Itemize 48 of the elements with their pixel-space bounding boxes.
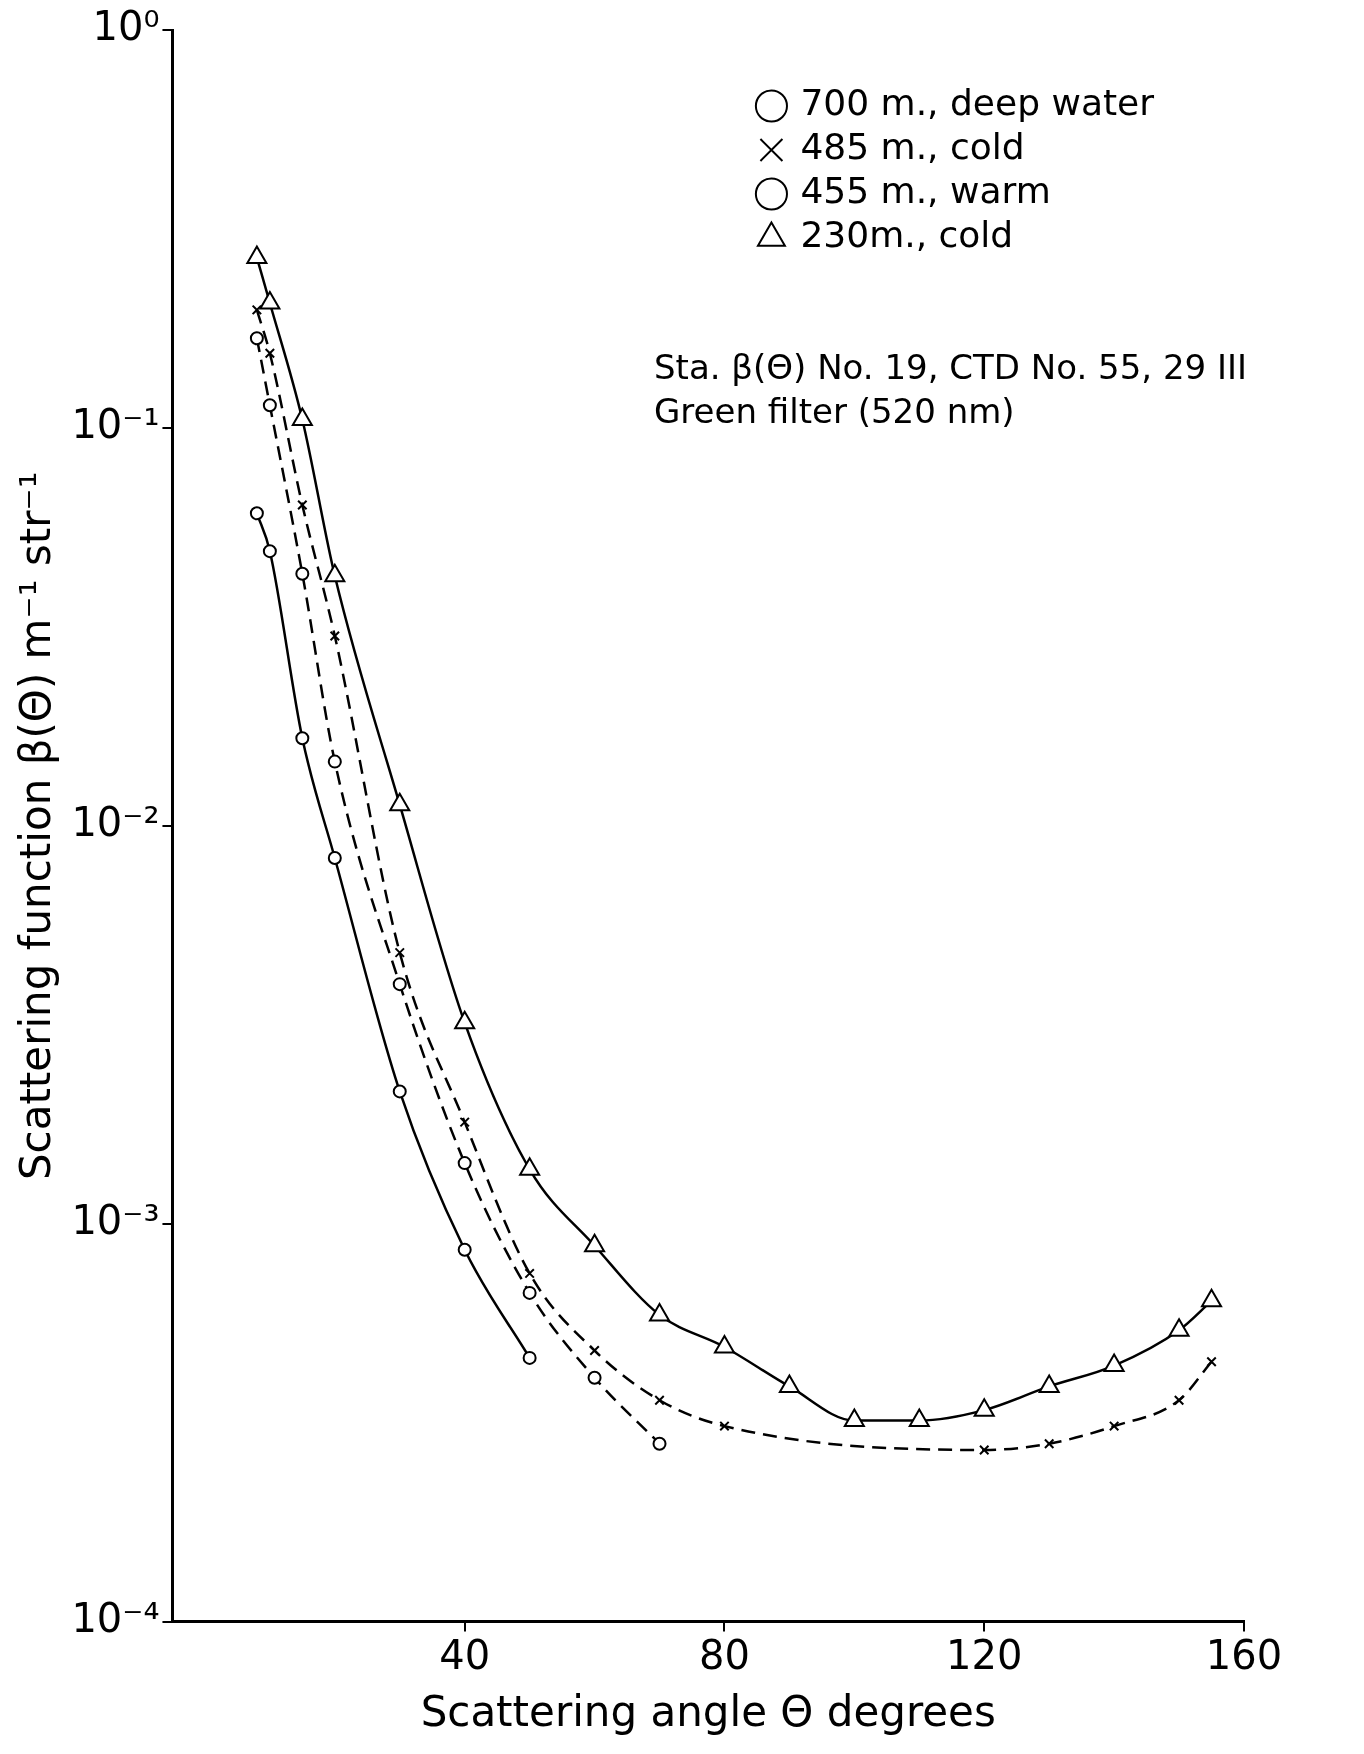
point: [978, 1444, 990, 1456]
point: [719, 1420, 730, 1432]
point: [262, 544, 277, 559]
point: [457, 1242, 472, 1257]
point: [251, 304, 263, 316]
point: [327, 754, 342, 769]
point: [524, 1268, 535, 1279]
point: [249, 506, 264, 521]
y-tick-label: 10⁻¹: [71, 401, 160, 448]
point: [392, 977, 407, 992]
x-tick-label: 80: [699, 1631, 750, 1678]
legend-label: 455 m., warm: [800, 170, 1051, 212]
legend-label: 230m., cold: [800, 214, 1014, 256]
point: [262, 398, 277, 413]
point: [522, 1285, 537, 1300]
point: [329, 630, 341, 642]
y-tick-label: 10⁻⁴: [71, 1594, 160, 1641]
legend-label: 700 m., deep water: [800, 82, 1155, 124]
point: [459, 1116, 470, 1128]
annotation: Sta. β(Θ) No. 19, CTD No. 55, 29 III: [654, 346, 1248, 387]
point: [392, 1084, 407, 1099]
point: [249, 331, 264, 346]
point: [1173, 1395, 1185, 1406]
legend-label: 485 m., cold: [800, 126, 1025, 168]
point: [297, 499, 308, 511]
point: [652, 1436, 667, 1451]
x-tick-label: 160: [1205, 1631, 1283, 1678]
y-tick-label: 10⁰: [92, 3, 160, 50]
point: [295, 731, 310, 746]
point: [295, 566, 310, 581]
point: [394, 947, 405, 958]
point: [327, 851, 342, 865]
y-tick-label: 10⁻²: [71, 799, 160, 846]
point: [264, 348, 276, 359]
annotation: Green filter (520 nm): [654, 390, 1015, 431]
point: [589, 1345, 600, 1356]
point: [1043, 1438, 1055, 1449]
y-axis-title: Scattering function β(Θ) m⁻¹ str⁻¹: [11, 471, 61, 1181]
point: [522, 1350, 537, 1365]
point: [587, 1370, 602, 1385]
x-tick-label: 120: [946, 1631, 1023, 1678]
point: [1108, 1420, 1120, 1432]
y-tick-label: 10⁻³: [71, 1197, 160, 1244]
x-axis-title: Scattering angle Θ degrees: [420, 1686, 996, 1736]
point: [457, 1156, 472, 1171]
point: [1206, 1356, 1217, 1367]
x-tick-label: 40: [439, 1631, 491, 1678]
point: [654, 1395, 665, 1406]
